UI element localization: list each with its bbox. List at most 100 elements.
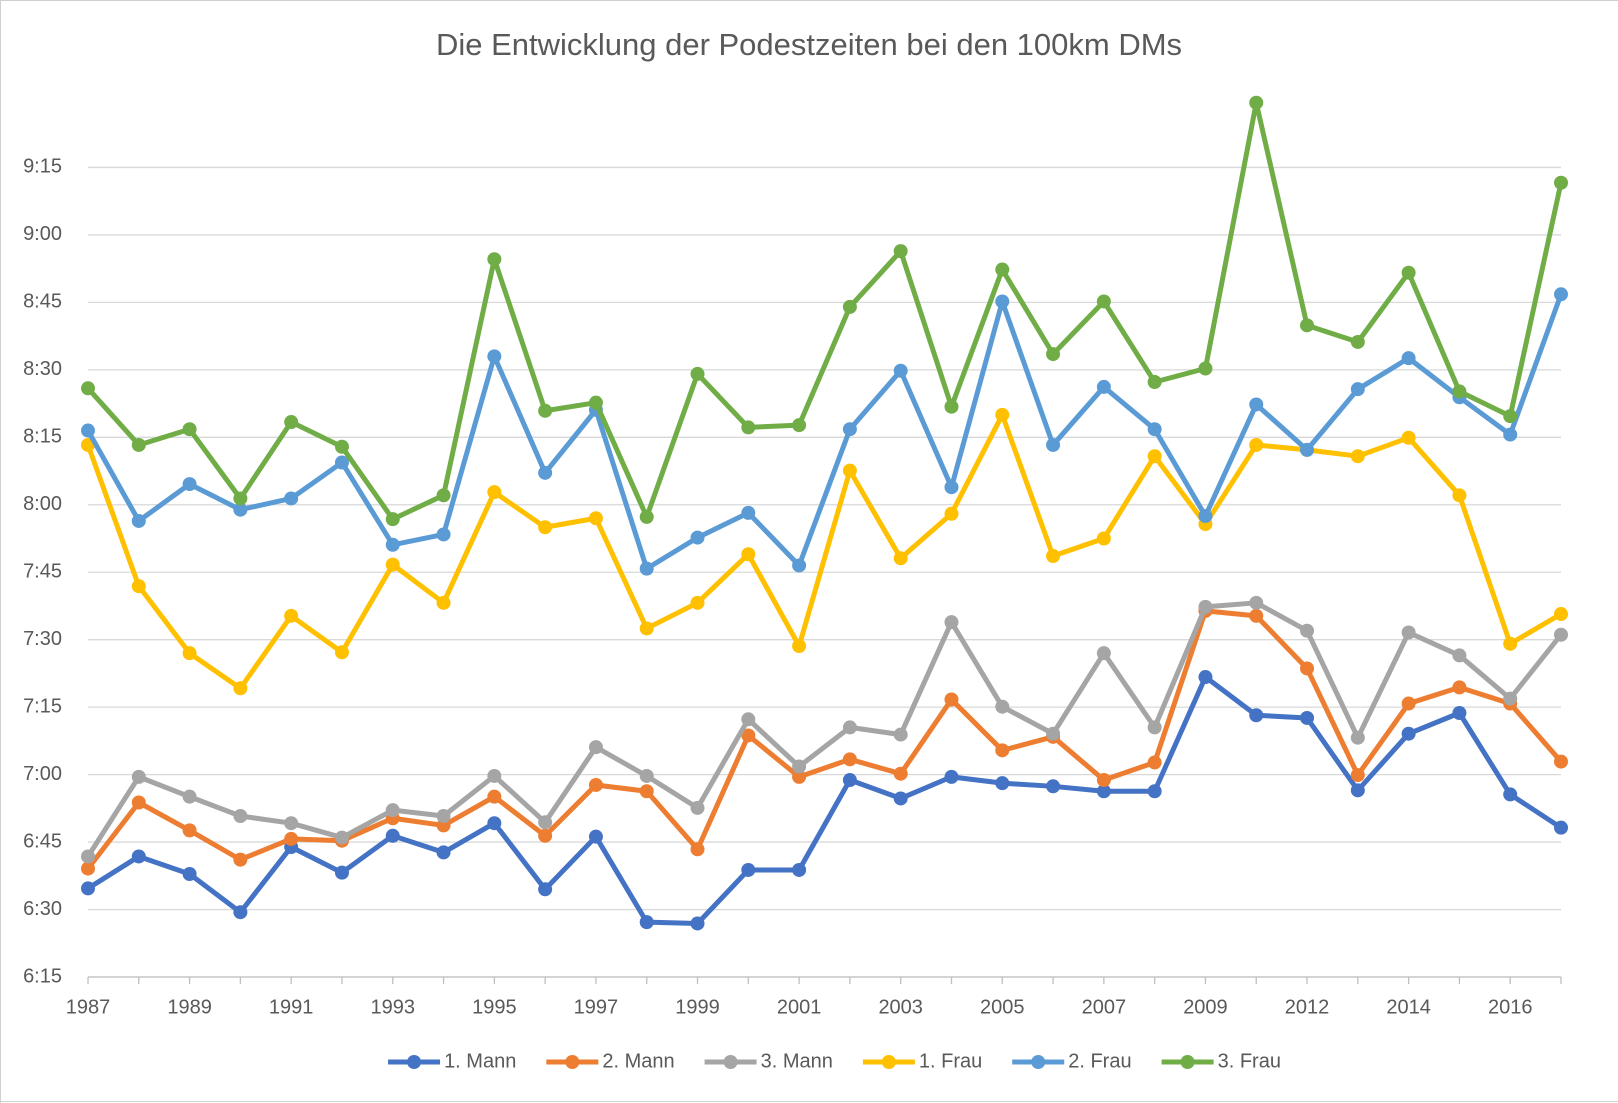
y-tick-label: 7:15 <box>23 695 62 717</box>
data-point <box>182 422 197 437</box>
data-point <box>385 557 400 572</box>
data-point <box>893 766 908 781</box>
data-point <box>538 815 553 830</box>
data-point <box>284 831 299 846</box>
data-point <box>995 776 1010 791</box>
data-point <box>1350 449 1365 464</box>
data-point <box>1096 531 1111 546</box>
data-point <box>995 407 1010 422</box>
data-point <box>690 800 705 815</box>
data-point <box>131 849 146 864</box>
data-point <box>842 720 857 735</box>
data-point <box>1554 754 1568 769</box>
data-point <box>639 621 654 636</box>
x-tick-label: 2007 <box>1082 996 1127 1018</box>
data-point <box>284 415 299 430</box>
data-point <box>944 480 959 495</box>
data-point <box>538 465 553 480</box>
data-point <box>385 512 400 527</box>
data-point <box>487 768 502 783</box>
data-point <box>1401 265 1416 280</box>
data-point <box>81 881 95 896</box>
data-point <box>944 615 959 630</box>
data-point <box>995 743 1010 758</box>
data-point <box>1198 670 1213 685</box>
legend-label: 1. Mann <box>444 1050 516 1072</box>
data-point <box>182 646 197 661</box>
data-point <box>1198 361 1213 376</box>
data-point <box>1147 374 1162 389</box>
legend-label: 2. Frau <box>1068 1050 1131 1072</box>
x-tick-label: 2014 <box>1386 996 1431 1018</box>
y-tick-label: 7:00 <box>23 763 62 785</box>
data-point <box>1147 449 1162 464</box>
data-point <box>842 299 857 314</box>
data-point <box>334 455 349 470</box>
x-tick-label: 2003 <box>878 996 923 1018</box>
y-tick-label: 7:30 <box>23 628 62 650</box>
data-point <box>842 463 857 478</box>
data-point <box>1554 287 1568 302</box>
data-point <box>588 511 603 526</box>
legend-marker <box>407 1055 422 1069</box>
data-point <box>944 506 959 521</box>
legend-item: 2. Mann <box>546 1050 675 1072</box>
data-point <box>995 294 1010 309</box>
data-point <box>131 437 146 452</box>
data-point <box>792 769 807 784</box>
data-point <box>182 867 197 882</box>
data-point <box>131 579 146 594</box>
data-point <box>436 845 451 860</box>
data-point <box>842 422 857 437</box>
data-point <box>1350 382 1365 397</box>
data-point <box>385 537 400 552</box>
y-tick-label: 7:45 <box>23 561 62 583</box>
series-line <box>86 674 1563 926</box>
legend-marker <box>881 1055 896 1069</box>
legend-item: 1. Frau <box>862 1050 982 1072</box>
data-point <box>81 423 95 438</box>
data-point <box>1452 648 1467 663</box>
data-point <box>1046 726 1061 741</box>
data-point <box>588 829 603 844</box>
data-point <box>1452 706 1467 721</box>
data-point <box>741 547 756 562</box>
data-point <box>893 727 908 742</box>
data-point <box>1452 384 1467 399</box>
data-point <box>233 905 248 920</box>
data-point <box>233 681 248 696</box>
data-point <box>1401 351 1416 366</box>
y-tick-label: 8:00 <box>23 493 62 515</box>
data-point <box>1096 379 1111 394</box>
data-point <box>334 645 349 660</box>
data-point <box>741 862 756 877</box>
data-point <box>1401 625 1416 640</box>
data-point <box>284 491 299 506</box>
legend-marker <box>565 1055 580 1069</box>
data-point <box>792 862 807 877</box>
data-point <box>233 852 248 867</box>
y-tick-label: 6:30 <box>23 898 62 920</box>
legend-label: 3. Mann <box>761 1050 833 1072</box>
data-point <box>436 808 451 823</box>
x-tick-label: 1991 <box>269 996 314 1018</box>
data-point <box>81 861 95 876</box>
data-point <box>1249 437 1264 452</box>
series-line <box>86 100 1564 522</box>
legend-label: 1. Frau <box>919 1050 982 1072</box>
data-point <box>893 244 908 259</box>
data-point <box>487 789 502 804</box>
data-point <box>1096 784 1111 799</box>
data-point <box>233 502 248 517</box>
legend-item: 2. Frau <box>1012 1050 1132 1072</box>
data-point <box>1198 599 1213 614</box>
data-point <box>436 488 451 503</box>
data-point <box>131 769 146 784</box>
x-tick-label: 1999 <box>675 996 720 1018</box>
data-point <box>1147 755 1162 770</box>
data-point <box>792 418 807 433</box>
data-point <box>81 381 95 396</box>
data-point <box>893 363 908 378</box>
